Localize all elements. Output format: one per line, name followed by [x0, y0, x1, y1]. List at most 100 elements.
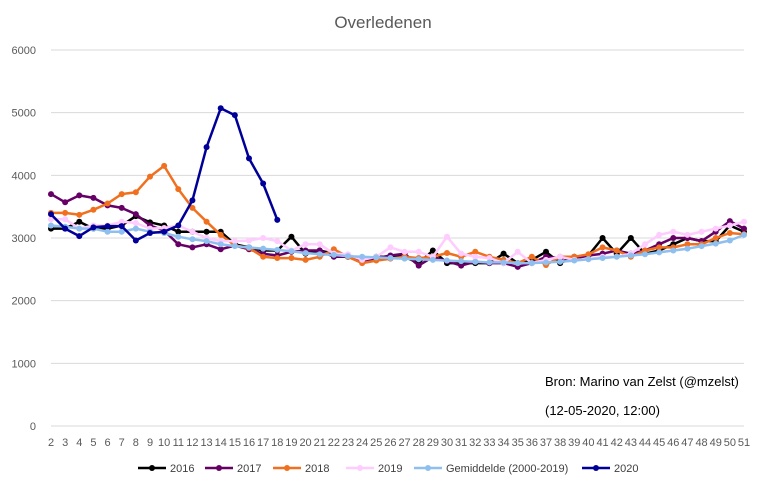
data-point [189, 197, 196, 204]
data-point [642, 241, 648, 248]
data-point [599, 244, 606, 251]
x-tick-label: 18 [271, 437, 283, 449]
data-point [175, 186, 182, 193]
data-point [189, 244, 196, 251]
x-tick-label: 20 [299, 437, 311, 449]
x-tick-label: 38 [554, 437, 566, 449]
data-point [458, 258, 465, 265]
data-point [302, 256, 309, 263]
x-tick-label: 23 [342, 437, 354, 449]
data-point [104, 200, 111, 207]
y-tick-label: 5000 [12, 108, 36, 120]
data-point [726, 237, 733, 244]
data-point [444, 233, 450, 240]
x-tick-label: 30 [441, 437, 453, 449]
data-point [246, 244, 252, 251]
data-point [231, 112, 238, 119]
data-point [48, 216, 54, 223]
data-point [670, 228, 677, 235]
x-tick-label: 10 [158, 437, 170, 449]
data-point [231, 238, 238, 245]
data-point [132, 219, 139, 226]
data-point [274, 246, 281, 253]
data-point [76, 225, 83, 232]
legend-item: 2020 [582, 463, 638, 475]
x-tick-label: 17 [257, 437, 269, 449]
x-tick-label: 28 [413, 437, 425, 449]
data-point [90, 224, 97, 231]
x-tick-label: 26 [384, 437, 396, 449]
data-point [175, 228, 182, 235]
x-axis: 2 3 4 5 6 7 8 9 10 11 12 13 14 15 16 17 18 19 20 21 22 23 24 25… [48, 437, 750, 449]
data-point [373, 254, 380, 261]
y-tick-label: 4000 [12, 170, 36, 182]
data-point [76, 218, 83, 225]
data-point [415, 248, 422, 255]
data-point [712, 225, 719, 232]
timestamp-annotation: (12-05-2020, 12:00) [545, 403, 660, 418]
series-2 [48, 162, 747, 268]
data-point [104, 223, 111, 230]
x-tick-label: 32 [469, 437, 481, 449]
series-line [50, 224, 745, 265]
data-point [316, 241, 323, 248]
data-point [76, 192, 83, 199]
data-point [62, 216, 69, 223]
data-point [118, 228, 125, 235]
data-point [330, 246, 337, 253]
x-tick-label: 41 [596, 437, 608, 449]
data-point [726, 229, 733, 236]
y-tick-label: 2000 [12, 296, 36, 308]
data-point [401, 248, 408, 255]
data-point [599, 255, 606, 262]
x-tick-label: 33 [483, 437, 495, 449]
data-point [274, 255, 281, 262]
data-point [288, 255, 295, 262]
x-tick-label: 13 [200, 437, 212, 449]
x-tick-label: 21 [314, 437, 326, 449]
x-tick-label: 42 [611, 437, 623, 449]
x-tick-label: 8 [133, 437, 139, 449]
x-tick-label: 29 [427, 437, 439, 449]
x-tick-label: 24 [356, 437, 368, 449]
data-point [62, 209, 69, 216]
data-point [330, 251, 337, 258]
data-point [118, 191, 125, 198]
data-point [175, 241, 182, 248]
data-point [415, 256, 422, 263]
x-tick-label: 7 [119, 437, 125, 449]
legend-label: 2020 [614, 463, 638, 475]
data-point [76, 211, 83, 218]
x-tick-label: 5 [90, 437, 96, 449]
data-point [161, 228, 168, 235]
data-point [132, 211, 139, 218]
source-annotation: Bron: Marino van Zelst (@mzelst) [545, 374, 739, 389]
data-point [741, 231, 747, 238]
data-point [387, 255, 394, 262]
data-point [62, 199, 69, 206]
x-tick-label: 45 [653, 437, 665, 449]
legend-swatch-marker [357, 465, 363, 471]
x-tick-label: 35 [512, 437, 524, 449]
data-point [217, 231, 224, 238]
data-point [528, 253, 535, 260]
x-tick-label: 2 [48, 437, 54, 449]
data-point [472, 258, 479, 265]
x-tick-label: 31 [455, 437, 467, 449]
data-point [444, 250, 450, 257]
data-point [231, 243, 238, 250]
x-tick-label: 25 [370, 437, 382, 449]
data-point [684, 245, 691, 252]
x-tick-label: 27 [398, 437, 410, 449]
legend-swatch-marker [284, 465, 290, 471]
x-tick-label: 51 [738, 437, 750, 449]
data-point [712, 240, 719, 247]
data-point [543, 248, 549, 255]
data-point [698, 243, 705, 250]
data-point [203, 228, 210, 235]
x-tick-label: 48 [695, 437, 707, 449]
data-point [458, 262, 465, 269]
x-tick-label: 9 [147, 437, 153, 449]
data-point [132, 189, 139, 196]
data-point [203, 238, 210, 245]
